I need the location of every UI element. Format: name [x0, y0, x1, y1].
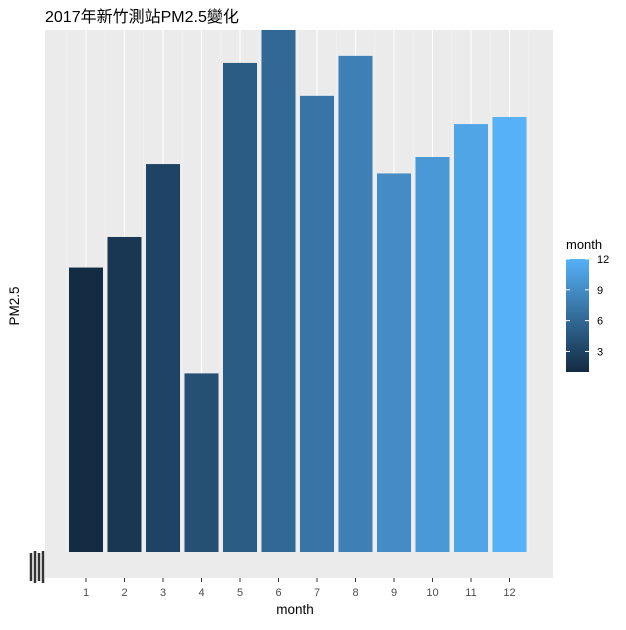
bar-month-5	[223, 62, 257, 579]
chart-title: 2017年新竹測站PM2.5變化	[45, 8, 239, 26]
bar-month-6	[261, 30, 296, 578]
legend-title: month	[566, 237, 602, 252]
x-axis-ticks: 1 2 3 4 5 6 7 8 9 10 11 12	[83, 578, 516, 599]
legend-tick-label: 3	[597, 346, 603, 358]
bar-month-11	[454, 124, 488, 578]
x-tick-label: 12	[503, 587, 515, 599]
bar-month-10	[415, 157, 450, 578]
bar-month-4	[184, 373, 219, 578]
x-tick-label: 10	[426, 587, 438, 599]
x-tick-label: 11	[465, 587, 476, 599]
legend-colorbar	[566, 259, 589, 372]
x-tick-label: 5	[237, 587, 243, 599]
bar-month-3	[146, 164, 180, 578]
legend-tick-label: 9	[597, 285, 603, 297]
bar-month-8	[338, 55, 373, 579]
bar-month-9	[377, 173, 411, 578]
x-tick-label: 7	[314, 587, 320, 599]
x-tick-label: 9	[391, 587, 397, 599]
legend-tick-label: 12	[597, 254, 609, 266]
legend-ticks: 3 6 9 12	[566, 254, 609, 358]
x-tick-label: 8	[352, 587, 358, 599]
x-tick-label: 3	[160, 587, 166, 599]
legend: month 3 6 9 12	[566, 237, 609, 372]
bar-month-2	[107, 236, 142, 578]
bar-month-1	[69, 267, 103, 578]
y-axis-tick-marks	[29, 551, 45, 583]
x-axis-label: month	[276, 602, 314, 617]
bar-month-12	[492, 117, 527, 579]
y-axis-label: PM2.5	[7, 286, 22, 325]
x-tick-label: 4	[198, 587, 204, 599]
x-tick-label: 2	[121, 587, 127, 599]
x-tick-label: 6	[275, 587, 281, 599]
legend-tick-label: 6	[597, 316, 603, 328]
bars	[69, 30, 527, 579]
x-tick-label: 1	[83, 587, 89, 599]
bar-month-7	[300, 95, 334, 578]
plot-bottom-band	[45, 552, 553, 578]
